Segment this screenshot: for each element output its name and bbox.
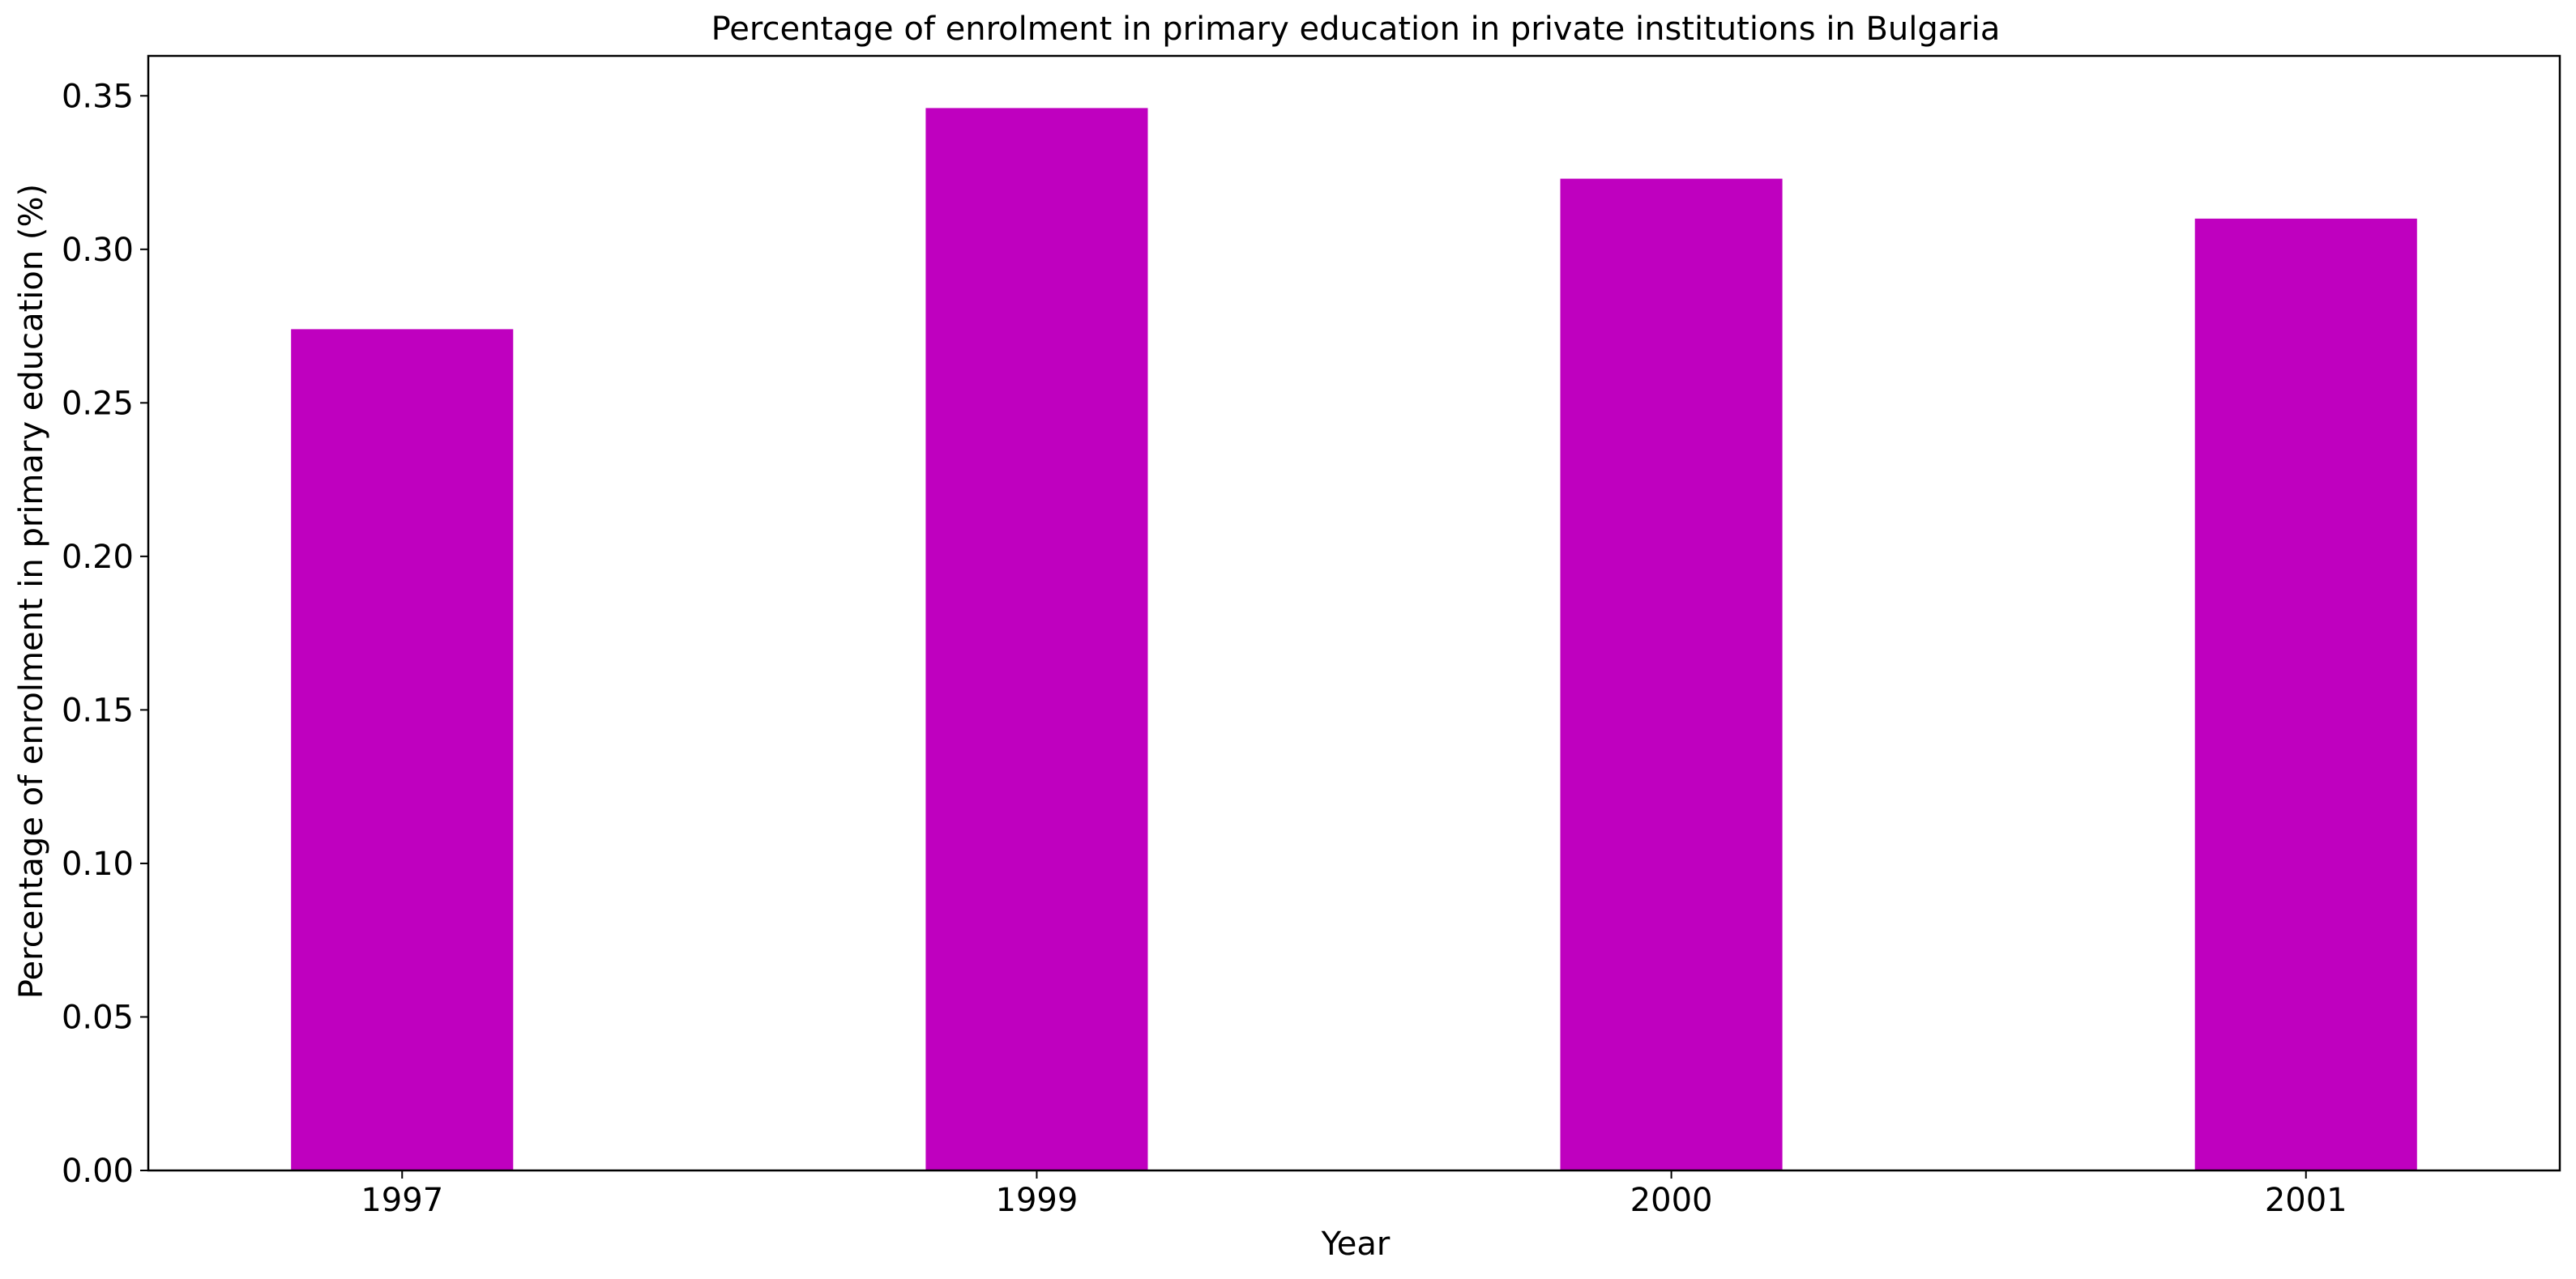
y-tick-label: 0.30 — [62, 232, 134, 269]
x-axis: 1997 1999 2000 2001 — [361, 1170, 2347, 1219]
x-axis-label: Year — [1321, 1226, 1391, 1263]
y-tick-label: 0.20 — [62, 539, 134, 576]
y-tick-label: 0.15 — [62, 692, 134, 729]
y-tick-label: 0.10 — [62, 846, 134, 883]
y-tick-label: 0.25 — [62, 385, 134, 422]
y-axis-label: Percentage of enrolment in primary educa… — [13, 184, 50, 999]
x-tick-label: 2000 — [1630, 1182, 1713, 1219]
y-tick-label: 0.05 — [62, 999, 134, 1036]
y-tick-label: 0.00 — [62, 1153, 134, 1190]
bar-2000 — [1560, 178, 1783, 1171]
chart-title: Percentage of enrolment in primary educa… — [711, 11, 2001, 48]
plot-area — [291, 108, 2417, 1171]
plot-frame — [147, 54, 2561, 1172]
y-tick-label: 0.35 — [62, 78, 134, 115]
x-tick-label: 2001 — [2265, 1182, 2347, 1219]
bar-2001 — [2194, 218, 2417, 1170]
x-tick-label: 1997 — [361, 1182, 443, 1219]
bar-1999 — [925, 108, 1148, 1170]
x-tick-label: 1999 — [996, 1182, 1079, 1219]
bar-1997 — [291, 329, 514, 1170]
y-axis: 0.00 0.05 0.10 0.15 0.20 0.25 0.30 0.35 — [62, 78, 148, 1190]
